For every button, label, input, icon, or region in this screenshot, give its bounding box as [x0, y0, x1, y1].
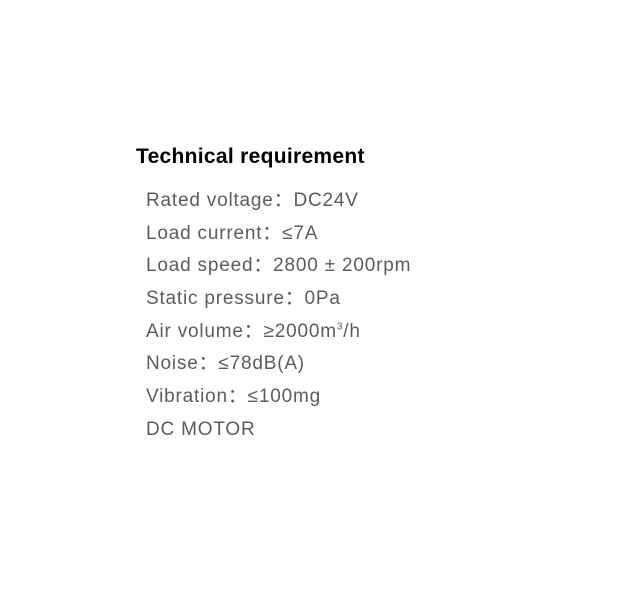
spec-colon: ：	[244, 321, 264, 342]
spec-colon: ：	[285, 288, 305, 309]
spec-colon: ：	[274, 190, 294, 211]
spec-value: DC24V	[293, 190, 358, 211]
spec-row: Load current：≤7A	[146, 218, 411, 251]
spec-label: Rated voltage	[146, 190, 274, 211]
spec-colon: ：	[228, 386, 248, 407]
spec-label: Load current	[146, 223, 262, 244]
spec-row: Air volume：≥2000m3/h	[146, 316, 411, 349]
spec-value: ≤7A	[282, 223, 318, 244]
spec-label: Load speed	[146, 255, 253, 276]
spec-label: Noise	[146, 353, 199, 374]
spec-colon: ：	[199, 353, 219, 374]
spec-label: Air volume	[146, 321, 244, 342]
spec-value: ≤78dB(A)	[218, 353, 305, 374]
spec-value: ≤100mg	[248, 386, 321, 407]
spec-value: 2800 ± 200rpm	[273, 255, 411, 276]
spec-row: Load speed：2800 ± 200rpm	[146, 250, 411, 283]
spec-label: Vibration	[146, 386, 228, 407]
spec-row: Rated voltage：DC24V	[146, 185, 411, 218]
spec-row: DC MOTOR	[146, 414, 411, 447]
spec-row: Noise：≤78dB(A)	[146, 348, 411, 381]
spec-list: Rated voltage：DC24V Load current：≤7A Loa…	[136, 185, 411, 446]
spec-value: 0Pa	[305, 288, 341, 309]
spec-value: ≥2000m3/h	[264, 321, 361, 342]
spec-label: Static pressure	[146, 288, 285, 309]
spec-colon: ：	[262, 223, 282, 244]
spec-colon: ：	[253, 255, 273, 276]
spec-row: Vibration：≤100mg	[146, 381, 411, 414]
spec-row: Static pressure：0Pa	[146, 283, 411, 316]
spec-label: DC MOTOR	[146, 419, 256, 440]
technical-requirement-block: Technical requirement Rated voltage：DC24…	[136, 145, 411, 446]
section-title: Technical requirement	[136, 145, 411, 169]
